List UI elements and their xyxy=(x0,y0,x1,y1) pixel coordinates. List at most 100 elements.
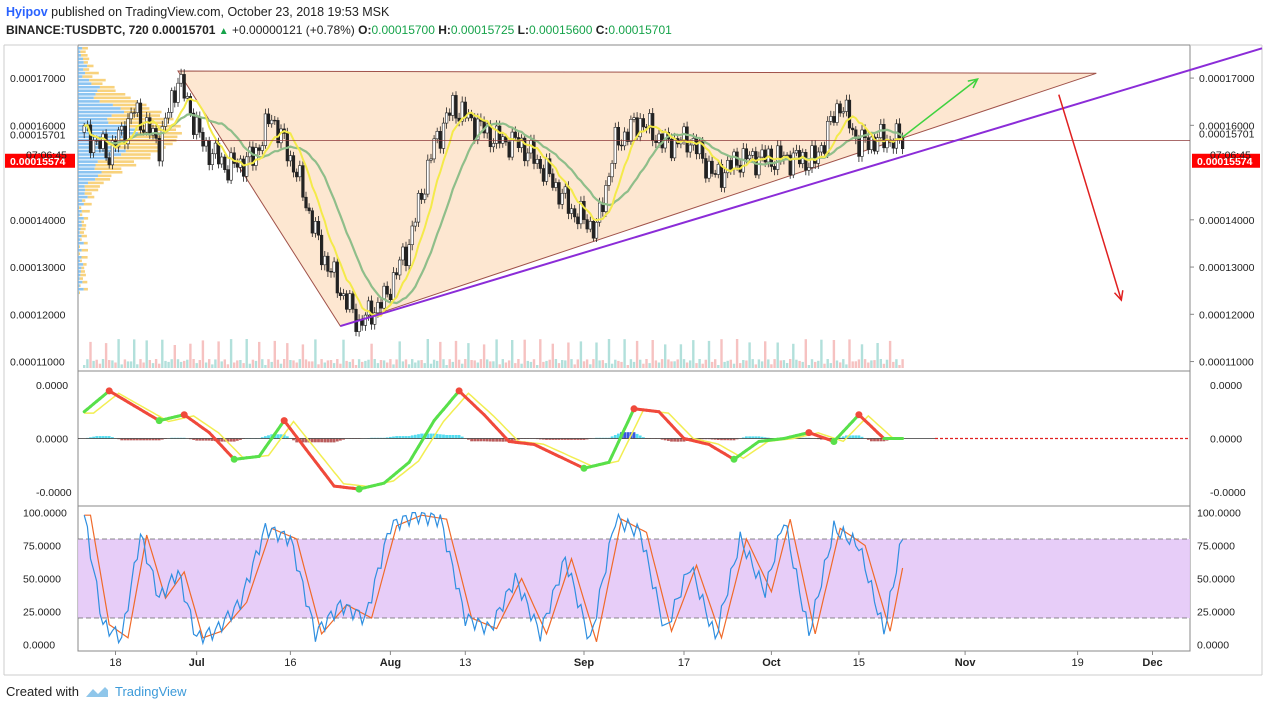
oscillator-histogram-bar xyxy=(226,438,230,442)
oscillator-peak-dot xyxy=(630,405,638,413)
volume-bar xyxy=(526,360,529,368)
candle-up xyxy=(560,193,564,205)
volume-profile-bar-sell xyxy=(83,61,88,64)
volume-bar xyxy=(895,359,898,368)
volume-profile-bar-sell xyxy=(79,231,84,234)
volume-bar xyxy=(679,344,683,368)
oscillator-histogram-bar xyxy=(676,438,680,442)
volume-bar xyxy=(420,360,423,368)
oscillator-histogram-bar xyxy=(142,438,145,441)
stochastic-axis-label-left: 0.0000 xyxy=(23,639,55,651)
volume-bar xyxy=(770,364,773,368)
volume-profile-bar-buy xyxy=(78,170,102,174)
price-axis-label-right: 0.00014000 xyxy=(1199,215,1255,227)
candle-up xyxy=(313,221,318,234)
volume-bar xyxy=(532,359,536,368)
current-price-tag-left-text: 0.00015574 xyxy=(10,156,66,168)
volume-bar xyxy=(436,360,439,368)
countdown-right: 07:06:45 xyxy=(1210,150,1251,162)
oscillator-histogram-bar xyxy=(860,436,864,439)
volume-profile-bar-sell xyxy=(84,192,92,195)
oscillator-histogram-bar xyxy=(310,438,314,443)
candle-down xyxy=(897,123,902,139)
oscillator-histogram-bar xyxy=(276,434,280,439)
candle-up xyxy=(826,121,830,154)
candle-up xyxy=(323,255,327,266)
oscillator-histogram-bar xyxy=(560,438,564,440)
volume-profile-bar-buy xyxy=(78,163,96,167)
oscillator-histogram-bar xyxy=(457,435,461,439)
volume-bar xyxy=(598,360,601,368)
volume-bar xyxy=(467,343,470,368)
volume-bar xyxy=(158,363,161,368)
volume-bar xyxy=(829,363,832,368)
volume-bar xyxy=(698,359,701,368)
volume-profile-bar-buy xyxy=(78,234,82,238)
volume-profile-bar-buy xyxy=(78,220,82,224)
candle-down xyxy=(498,125,502,144)
volume-bar xyxy=(111,360,114,368)
x-axis-label: 18 xyxy=(109,657,121,669)
volume-bar xyxy=(214,359,217,368)
oscillator-histogram-bar xyxy=(92,436,95,439)
candle-down xyxy=(847,99,852,129)
candle-down xyxy=(591,221,595,239)
oscillator-peak-dot xyxy=(855,411,863,419)
volume-profile-bar-buy xyxy=(78,256,82,259)
volume-bar xyxy=(133,339,136,368)
candle-up xyxy=(92,140,96,153)
candle-down xyxy=(772,166,777,170)
oscillator-histogram-bar xyxy=(295,438,299,443)
candle-up xyxy=(707,160,711,179)
volume-profile-bar-buy xyxy=(78,263,84,266)
candle-up xyxy=(413,221,417,227)
oscillator-histogram-bar xyxy=(389,436,392,439)
volume-profile-bar-buy xyxy=(78,241,84,245)
x-axis-label: 13 xyxy=(459,657,471,669)
candle-down xyxy=(217,142,221,165)
author-name[interactable]: Hyipov xyxy=(6,5,48,19)
candle-up xyxy=(844,99,848,112)
volume-bar xyxy=(757,359,761,368)
volume-bar xyxy=(170,359,173,368)
candle-down xyxy=(344,293,349,310)
candle-up xyxy=(510,131,514,158)
volume-profile-bar-sell xyxy=(97,89,116,93)
volume-bar xyxy=(248,363,251,368)
volume-bar xyxy=(701,363,704,368)
oscillator-trough-dot xyxy=(730,455,738,463)
candle-up xyxy=(348,293,352,310)
volume-bar xyxy=(489,361,492,368)
volume-profile-bar-sell xyxy=(88,181,104,185)
volume-bar xyxy=(876,343,879,368)
oscillator-histogram-bar xyxy=(229,438,233,442)
volume-bar xyxy=(860,344,864,368)
volume-bar xyxy=(692,340,695,368)
volume-profile-bar-sell xyxy=(85,71,99,75)
volume-bar xyxy=(729,359,732,368)
candle-up xyxy=(126,118,130,145)
oscillator-histogram-bar xyxy=(663,438,667,441)
volume-bar xyxy=(482,344,486,368)
volume-bar xyxy=(823,363,826,368)
volume-profile-bar-buy xyxy=(78,124,127,128)
candle-up xyxy=(494,125,499,144)
volume-bar xyxy=(739,363,742,368)
volume-bar xyxy=(885,359,889,368)
candle-down xyxy=(872,136,877,152)
oscillator-histogram-bar xyxy=(335,438,339,442)
volume-bar xyxy=(226,364,230,368)
candle-down xyxy=(388,293,393,301)
tradingview-brand-link[interactable]: TradingView xyxy=(114,684,187,699)
candle-up xyxy=(460,101,464,122)
oscillator-histogram-bar xyxy=(582,438,586,440)
candle-up xyxy=(554,182,558,188)
current-price-tag-right xyxy=(1192,153,1260,168)
candle-down xyxy=(394,272,399,276)
countdown-left: 07:06:45 xyxy=(26,150,67,162)
candle-down xyxy=(326,255,330,272)
volume-profile-bar-buy xyxy=(78,153,122,156)
volume-bar xyxy=(233,362,236,368)
candle-down xyxy=(232,152,236,164)
